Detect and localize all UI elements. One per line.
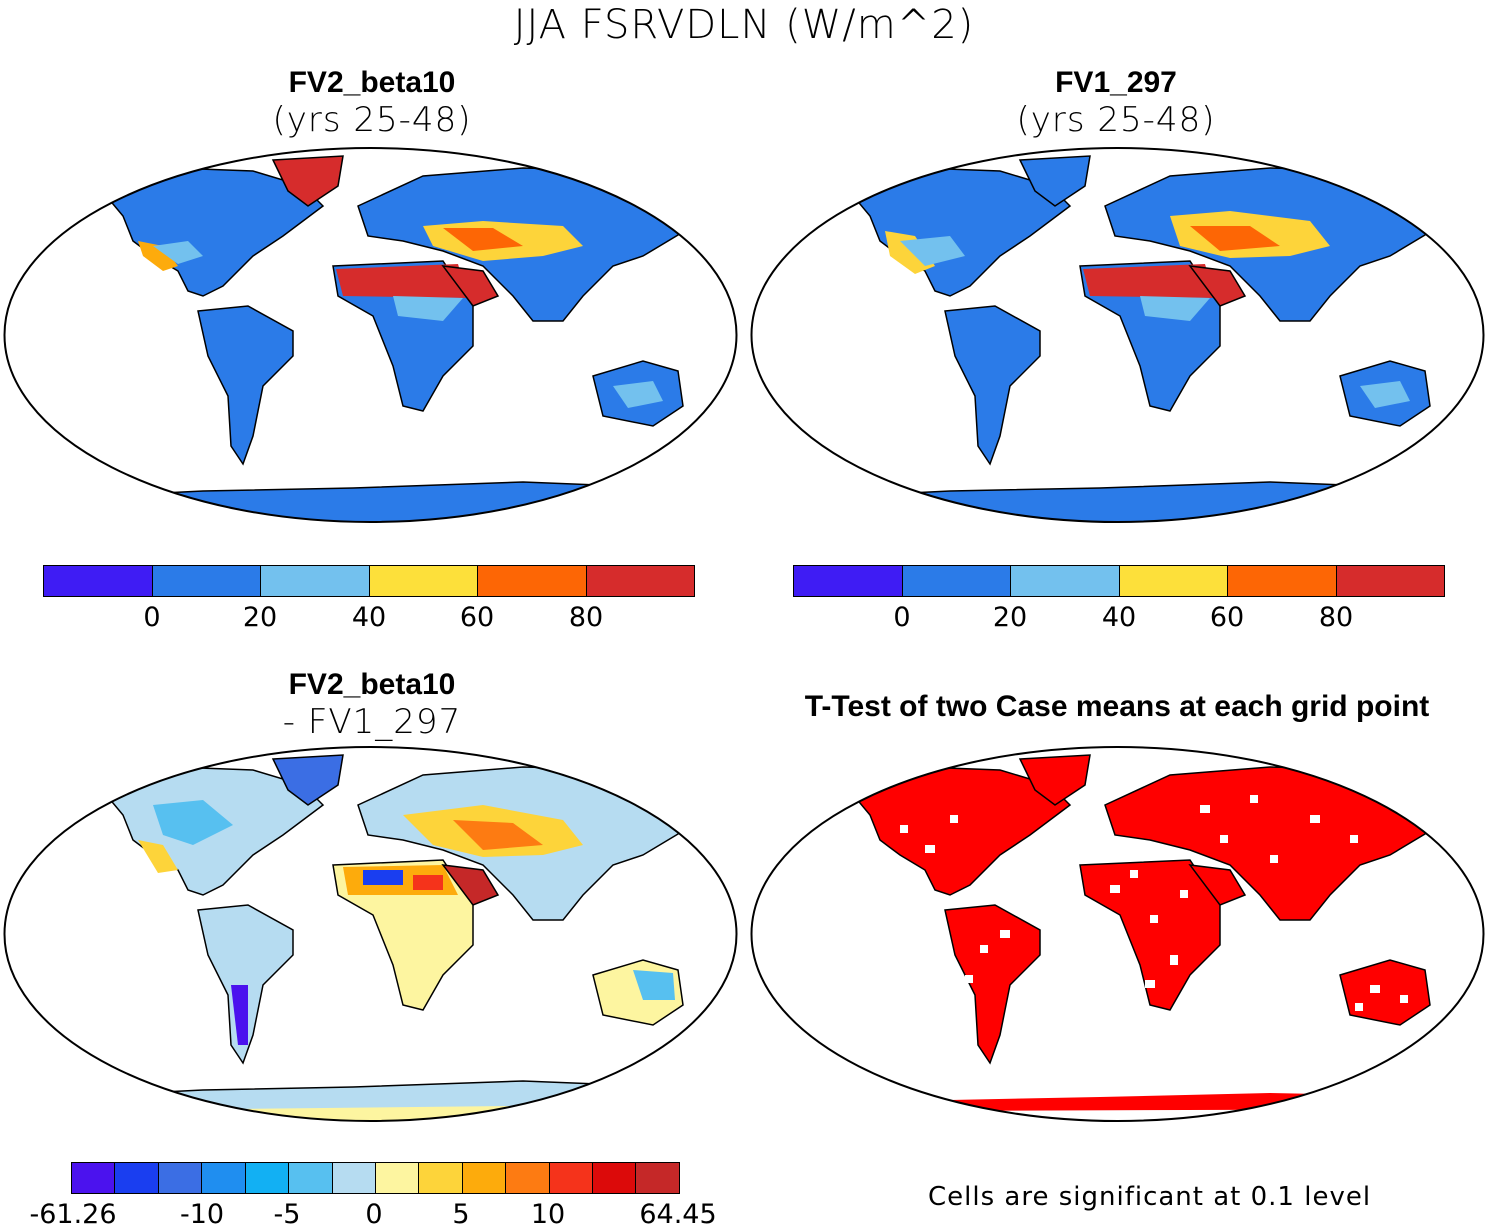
- colorbar-label: 40: [351, 602, 387, 633]
- colorbar-swatch: [478, 566, 587, 596]
- map-fv1-297: [750, 147, 1485, 523]
- colorbar-label: -61.26: [29, 1199, 117, 1230]
- colorbar-swatch: [902, 566, 1011, 596]
- colorbar-swatch: [1011, 566, 1120, 596]
- colorbar-label: 80: [1318, 602, 1354, 633]
- colorbar-swatch: [332, 1163, 376, 1193]
- colorbar-label: -5: [273, 1199, 301, 1230]
- colorbar-swatch: [636, 1163, 679, 1193]
- colorbar-swatch: [44, 566, 153, 596]
- colorbar-label: 10: [530, 1199, 566, 1230]
- colorbar-swatch: [506, 1163, 550, 1193]
- colorbar-top-left: [43, 565, 695, 597]
- colorbar-label: 80: [568, 602, 604, 633]
- colorbar-swatch: [245, 1163, 290, 1193]
- colorbar-difference: [71, 1162, 680, 1194]
- panel-subtitle-top-left: (yrs 25-48): [272, 100, 472, 140]
- panel-subtitle-bottom-left: - FV1_297: [282, 702, 462, 742]
- colorbar-swatch: [593, 1163, 637, 1193]
- colorbar-label: 0: [365, 1199, 383, 1230]
- panel-title-bottom-right: T-Test of two Case means at each grid po…: [804, 690, 1430, 723]
- colorbar-label: 60: [1209, 602, 1245, 633]
- colorbar-label: 20: [242, 602, 278, 633]
- colorbar-swatch: [289, 1163, 333, 1193]
- colorbar-label: 0: [893, 602, 911, 633]
- colorbar-swatch: [794, 566, 903, 596]
- colorbar-swatch: [158, 1163, 203, 1193]
- colorbar-swatch: [152, 566, 261, 596]
- colorbar-swatch: [115, 1163, 159, 1193]
- colorbar-label: 60: [459, 602, 495, 633]
- panel-subtitle-top-right: (yrs 25-48): [1016, 100, 1216, 140]
- colorbar-swatch: [586, 566, 694, 596]
- map-fv2-beta10: [3, 147, 738, 523]
- colorbar-swatch: [1228, 566, 1337, 596]
- colorbar-swatch: [261, 566, 370, 596]
- colorbar-label: 20: [992, 602, 1028, 633]
- colorbar-swatch: [462, 1163, 507, 1193]
- colorbar-swatch: [549, 1163, 594, 1193]
- colorbar-swatch: [1336, 566, 1444, 596]
- panel-title-top-right: FV1_297: [1055, 66, 1177, 99]
- colorbar-swatch: [202, 1163, 246, 1193]
- colorbar-swatch: [375, 1163, 420, 1193]
- colorbar-swatch: [369, 566, 478, 596]
- map-difference: [3, 746, 738, 1122]
- panel-title-bottom-left: FV2_beta10: [288, 668, 456, 701]
- significance-note: Cells are significant at 0.1 level: [928, 1182, 1372, 1212]
- colorbar-swatch: [419, 1163, 463, 1193]
- colorbar-label: 5: [452, 1199, 470, 1230]
- colorbar-top-right: [793, 565, 1445, 597]
- colorbar-label: -10: [179, 1199, 225, 1230]
- colorbar-label: 40: [1101, 602, 1137, 633]
- colorbar-swatch: [1119, 566, 1228, 596]
- colorbar-swatch: [72, 1163, 116, 1193]
- panel-title-top-left: FV2_beta10: [288, 66, 456, 99]
- colorbar-label: 64.45: [639, 1199, 717, 1230]
- colorbar-label: 0: [143, 602, 161, 633]
- figure-title: JJA FSRVDLN (W/m^2): [513, 2, 975, 48]
- map-ttest: [750, 746, 1485, 1122]
